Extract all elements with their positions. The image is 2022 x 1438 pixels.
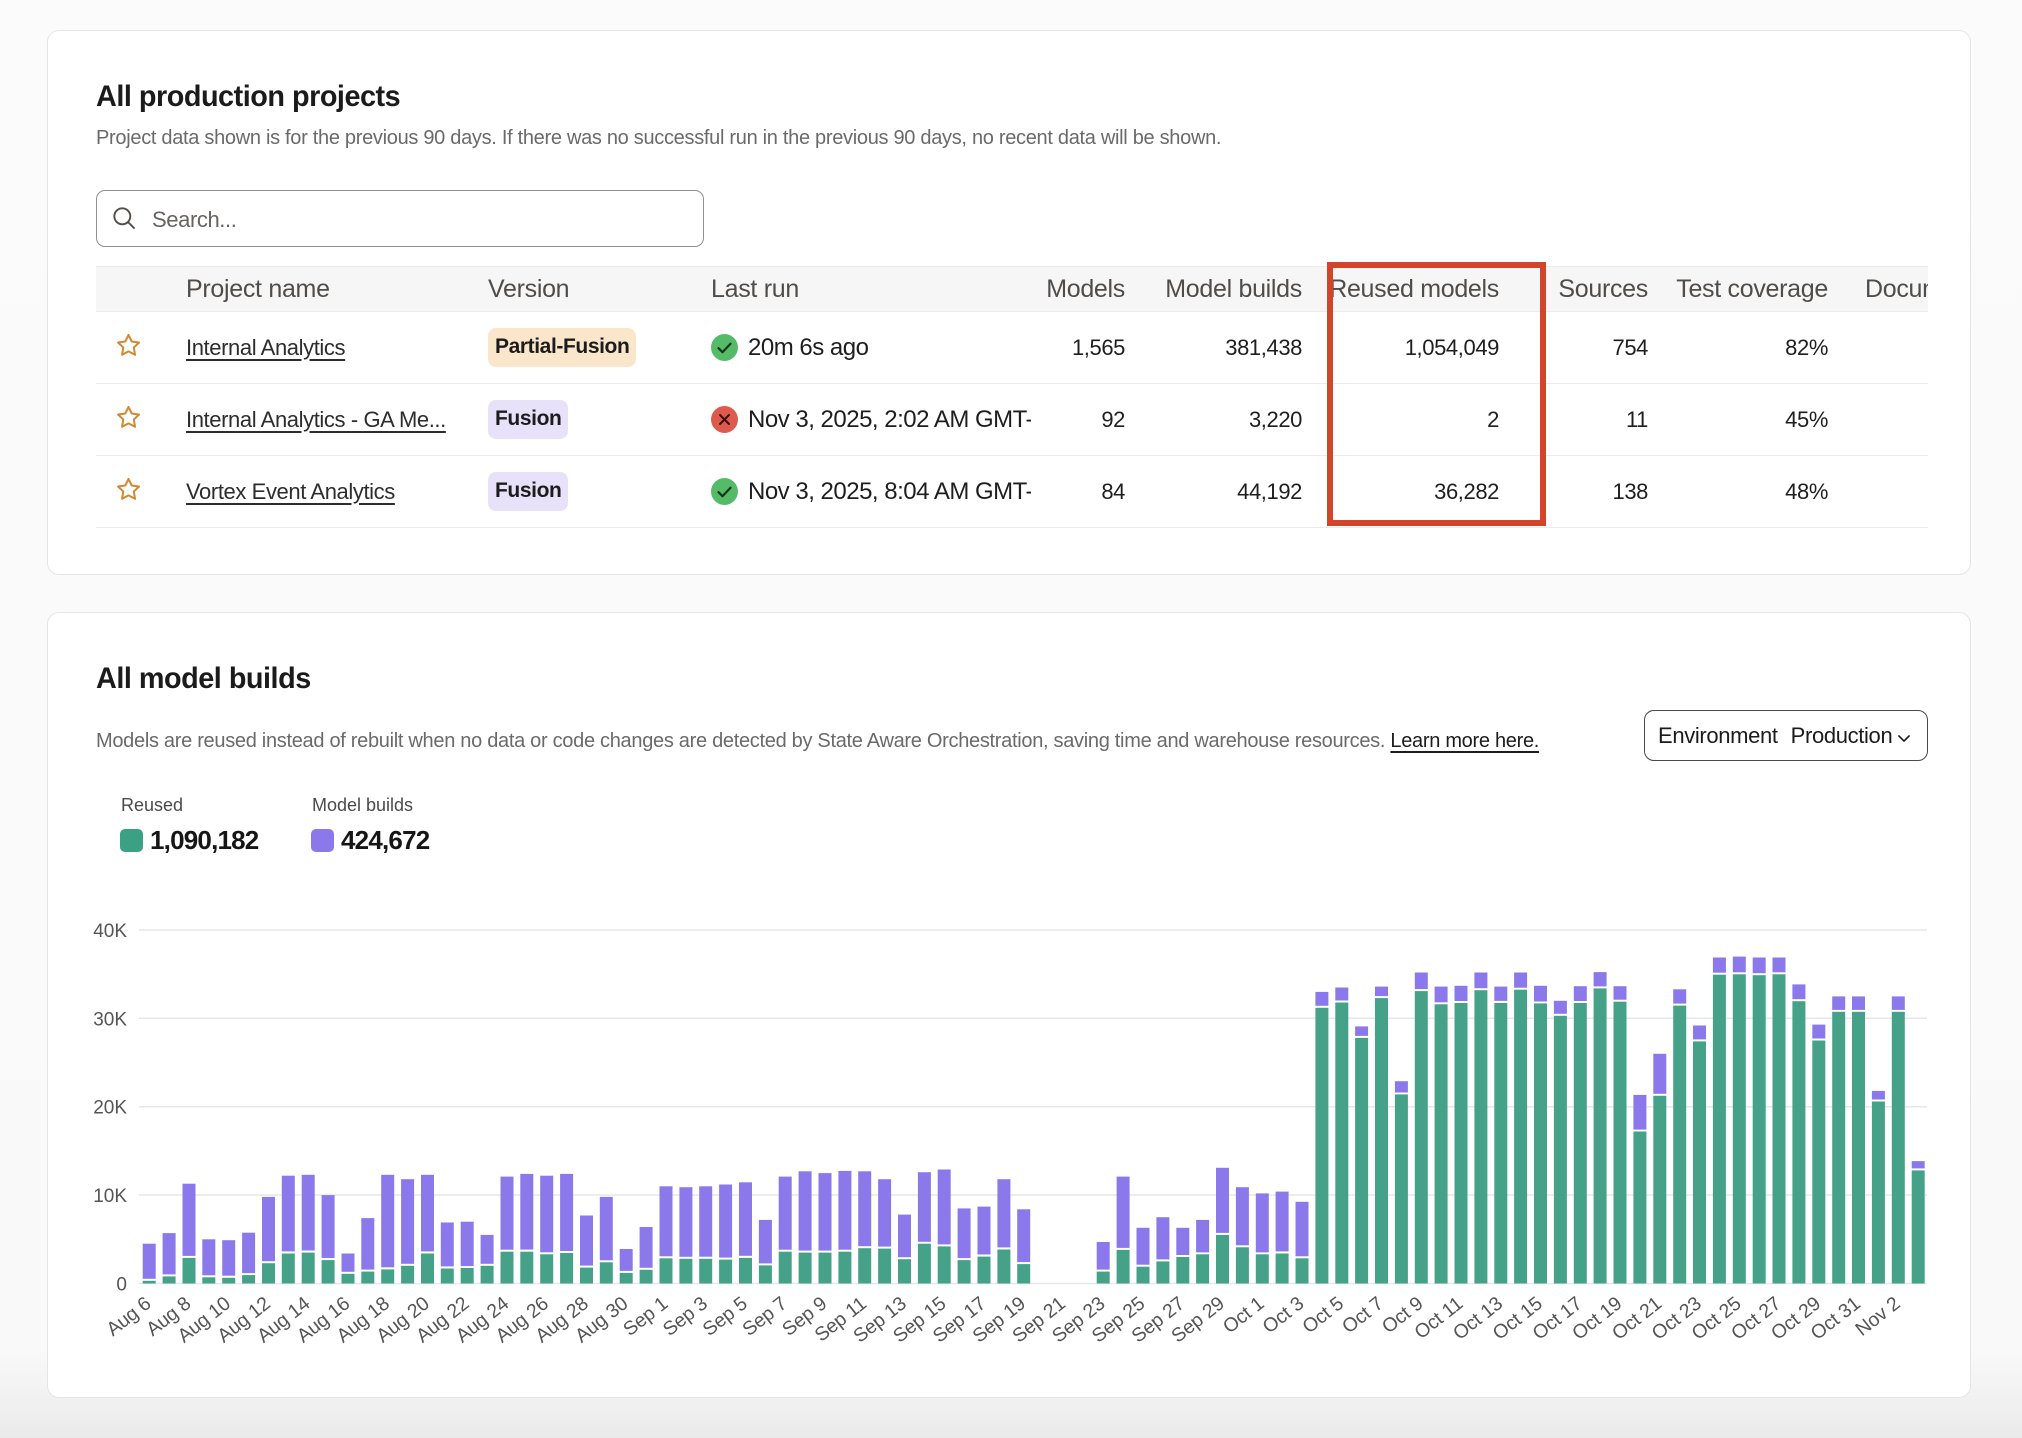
svg-text:Oct 5: Oct 5 — [1298, 1292, 1348, 1338]
svg-text:Sep 7: Sep 7 — [738, 1293, 791, 1341]
svg-text:10K: 10K — [93, 1186, 127, 1207]
svg-text:Oct 1: Oct 1 — [1219, 1293, 1268, 1338]
svg-text:Sep 5: Sep 5 — [699, 1292, 752, 1340]
svg-text:Sep 3: Sep 3 — [659, 1293, 712, 1341]
svg-text:Oct 7: Oct 7 — [1338, 1293, 1387, 1338]
svg-text:0: 0 — [116, 1275, 127, 1296]
svg-text:Oct 3: Oct 3 — [1259, 1293, 1308, 1338]
svg-text:30K: 30K — [93, 1009, 127, 1030]
svg-text:Nov 2: Nov 2 — [1851, 1293, 1904, 1341]
svg-text:20K: 20K — [93, 1098, 127, 1119]
svg-text:Aug 6: Aug 6 — [102, 1293, 155, 1341]
svg-text:Sep 1: Sep 1 — [619, 1293, 672, 1341]
svg-text:40K: 40K — [93, 921, 127, 942]
